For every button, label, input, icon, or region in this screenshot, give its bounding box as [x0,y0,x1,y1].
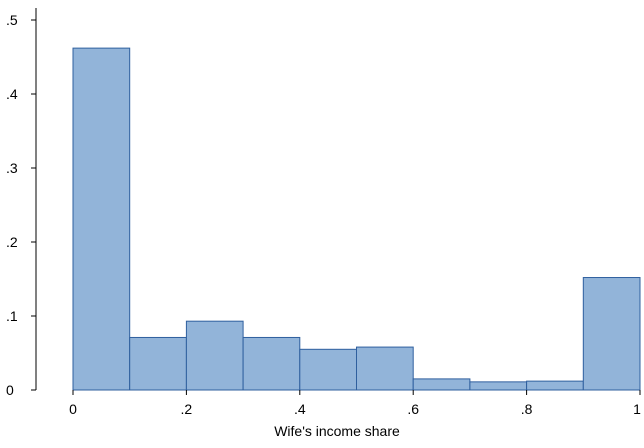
histogram-bar-10 [582,277,641,391]
x-tick-label-0: 0 [69,401,77,417]
x-axis-ticks: 0 .2 .4 .6 .8 1 [69,390,641,417]
y-tick-label-3: .3 [6,160,18,176]
y-tick-label-2: .2 [6,234,18,250]
x-tick-label-2: .4 [294,401,306,417]
histogram-bar-6 [356,346,414,391]
histogram-bar-7 [412,378,471,391]
y-axis-ticks: 0 .1 .2 .3 .4 .5 [6,12,36,398]
y-tick-label-1: .1 [6,308,18,324]
y-tick-label-5: .5 [6,12,18,28]
x-tick-label-4: .8 [521,401,533,417]
x-axis-title: Wife's income share [274,423,400,439]
y-tick-label-0: 0 [6,382,14,398]
x-tick-label-3: .6 [407,401,419,417]
histogram-bar-5 [299,348,357,391]
histogram-bar-4 [242,336,301,391]
bars-group [72,47,641,391]
x-tick-label-5: 1 [633,401,641,417]
y-tick-label-4: .4 [6,86,18,102]
histogram-bar-8 [469,381,528,391]
histogram-bar-2 [129,336,187,391]
x-tick-label-1: .2 [181,401,193,417]
histogram-bar-3 [185,320,244,391]
histogram-bar-1 [72,47,131,391]
histogram-bar-9 [526,380,584,391]
